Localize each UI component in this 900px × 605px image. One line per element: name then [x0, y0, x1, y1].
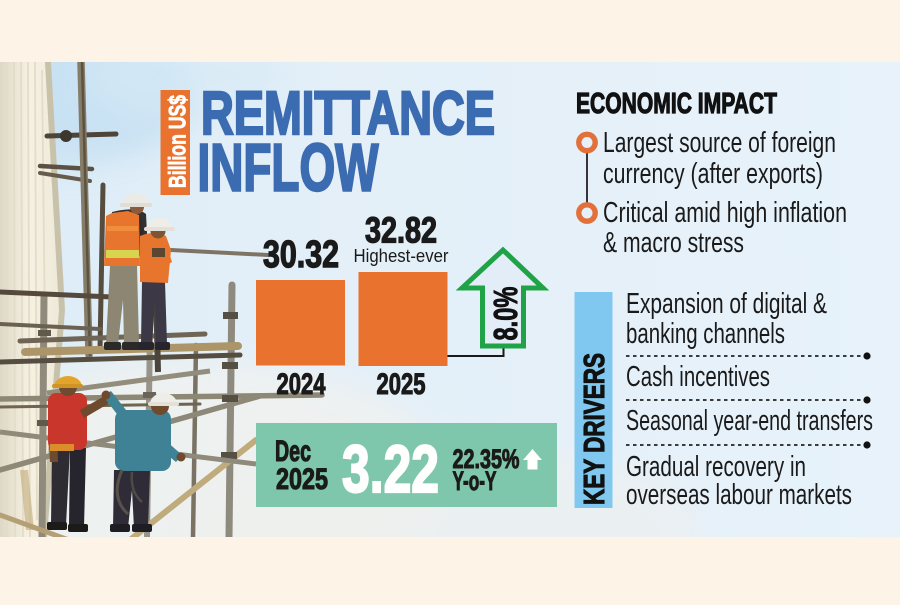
svg-text:Gradual recovery in: Gradual recovery in: [626, 451, 806, 483]
svg-text:Cash incentives: Cash incentives: [626, 361, 770, 393]
svg-text:3.22: 3.22: [342, 432, 439, 507]
svg-text:32.82: 32.82: [365, 210, 437, 251]
svg-text:30.32: 30.32: [263, 234, 339, 276]
svg-text:Expansion of digital &: Expansion of digital &: [626, 288, 827, 320]
svg-text:Highest-ever: Highest-ever: [354, 246, 449, 266]
svg-text:Y-o-Y: Y-o-Y: [453, 466, 497, 496]
svg-text:ECONOMIC IMPACT: ECONOMIC IMPACT: [576, 88, 777, 120]
svg-text:2025: 2025: [377, 368, 426, 401]
svg-text:currency (after exports): currency (after exports): [603, 158, 823, 190]
svg-text:KEY DRIVERS: KEY DRIVERS: [579, 353, 611, 505]
svg-text:Seasonal year-end transfers: Seasonal year-end transfers: [626, 405, 873, 437]
svg-text:REMITTANCE: REMITTANCE: [201, 79, 495, 147]
svg-text:22.35%: 22.35%: [453, 444, 520, 474]
svg-text:banking channels: banking channels: [626, 318, 785, 350]
svg-text:& macro stress: & macro stress: [603, 227, 744, 259]
svg-text:8.0%: 8.0%: [487, 287, 524, 341]
svg-text:Critical amid high inflation: Critical amid high inflation: [603, 197, 847, 229]
svg-text:overseas labour markets: overseas labour markets: [626, 479, 852, 511]
svg-text:Billion US$: Billion US$: [165, 95, 192, 188]
svg-text:Dec: Dec: [275, 435, 311, 468]
svg-text:INFLOW: INFLOW: [198, 131, 380, 206]
svg-text:2025: 2025: [276, 463, 328, 496]
svg-text:Largest source of foreign: Largest source of foreign: [603, 127, 836, 159]
svg-text:2024: 2024: [277, 368, 326, 401]
